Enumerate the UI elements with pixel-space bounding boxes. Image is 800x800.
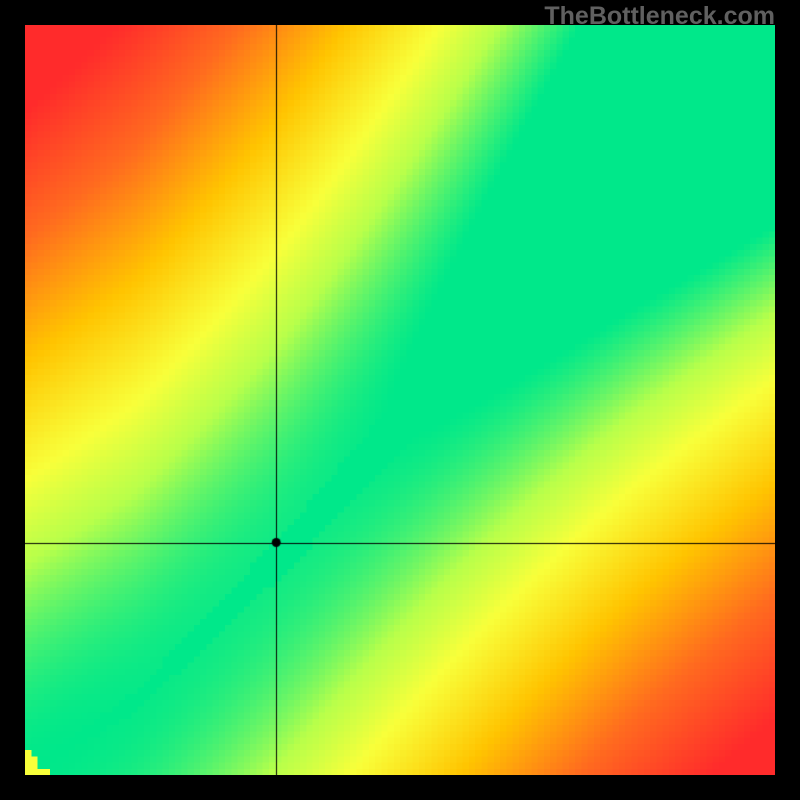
chart-container: TheBottleneck.com	[0, 0, 800, 800]
watermark-text: TheBottleneck.com	[544, 2, 775, 31]
bottleneck-heatmap	[25, 25, 775, 775]
